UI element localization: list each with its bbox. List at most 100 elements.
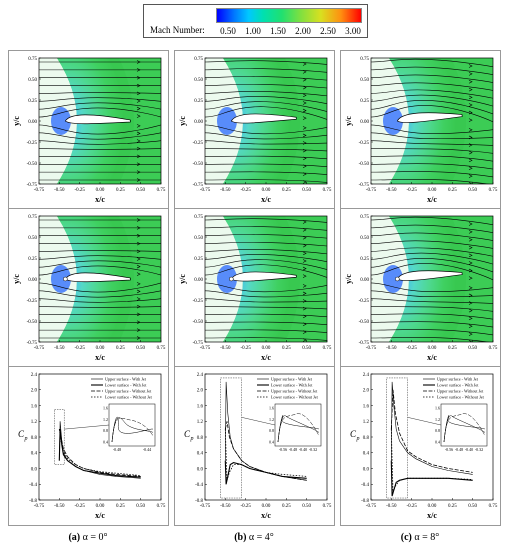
streamline-arrow xyxy=(302,77,307,82)
inset-x-tick-label: -0.48 xyxy=(113,447,121,452)
x-tick-label: -0.50 xyxy=(220,504,231,509)
streamline xyxy=(371,282,493,292)
x-tick-label: -0.75 xyxy=(366,504,377,509)
jet-nozzle xyxy=(395,276,400,282)
streamline-arrow xyxy=(468,316,473,321)
x-tick-label: 0.25 xyxy=(448,346,457,351)
x-tick-label: -0.75 xyxy=(34,188,45,193)
x-tick-label: -0.75 xyxy=(200,504,211,509)
streamline xyxy=(205,226,327,231)
streamline-arrow xyxy=(302,251,307,256)
streamline xyxy=(371,290,493,298)
x-axis-label: x/c xyxy=(427,353,437,362)
x-tick-label: -0.50 xyxy=(54,188,65,193)
streamline-arrow xyxy=(468,324,473,329)
inset-curve xyxy=(443,413,486,443)
x-tick-label: 0.75 xyxy=(489,504,498,509)
x-tick-label: -0.75 xyxy=(366,188,377,193)
streamline-arrow xyxy=(468,340,473,342)
streamline-arrow xyxy=(468,135,473,140)
x-tick-label: -0.75 xyxy=(200,346,211,351)
colorbar-tick: 1.50 xyxy=(270,26,286,36)
streamline-arrow xyxy=(302,101,307,105)
streamline xyxy=(39,265,161,276)
streamline xyxy=(371,89,493,99)
x-axis-label: x/c xyxy=(95,511,105,520)
inset-y-tick-label: 0.8 xyxy=(103,428,108,433)
streamline-arrow xyxy=(302,259,307,263)
y-tick-label: 0.50 xyxy=(360,236,369,241)
x-tick-label: 0.25 xyxy=(282,188,291,193)
streamline-arrow xyxy=(302,235,307,240)
streamline xyxy=(205,313,327,318)
y-tick-label: 0.25 xyxy=(28,99,37,104)
x-tick-label: -0.50 xyxy=(54,346,65,351)
inset-y-tick-label: 0.4 xyxy=(269,440,274,445)
streamline xyxy=(371,58,493,68)
streamline xyxy=(371,124,493,134)
airfoil xyxy=(230,271,297,282)
y-axis-label: y/c xyxy=(12,274,21,284)
streamline-arrow xyxy=(136,68,141,72)
legend-label: Upper surface - Without Jet xyxy=(437,389,484,394)
y-axis-label: C xyxy=(184,429,191,439)
y-tick-label: -0.75 xyxy=(359,341,370,346)
streamline-arrow xyxy=(136,272,141,276)
y-axis-label-sub: p xyxy=(24,436,28,442)
colorbar-tick: 0.50 xyxy=(220,26,236,36)
x-tick-label: 0.50 xyxy=(468,346,477,351)
legend-label: Lower surface - Without Jet xyxy=(437,395,485,400)
inset-y-tick-label: 1.6 xyxy=(269,406,274,411)
x-tick-label: -0.75 xyxy=(34,504,45,509)
x-tick-label: 0.00 xyxy=(262,346,271,351)
streamline-arrow xyxy=(468,87,473,92)
streamline xyxy=(371,232,493,241)
streamline-arrow xyxy=(468,143,473,147)
y-tick-label: 0.00 xyxy=(360,120,369,125)
legend-label: Lower surface - With Jet xyxy=(105,383,147,388)
streamline xyxy=(205,321,327,325)
y-tick-label: 0.4 xyxy=(31,452,38,457)
streamline-arrow xyxy=(136,114,141,118)
streamline xyxy=(205,96,327,105)
inset-y-tick-label: 0.4 xyxy=(435,440,440,445)
streamline-arrow xyxy=(302,314,307,319)
inset-y-tick-label: 1.2 xyxy=(269,417,274,422)
streamline-arrow xyxy=(302,220,307,224)
x-tick-label: -0.25 xyxy=(240,504,251,509)
x-tick-label: 0.25 xyxy=(448,504,457,509)
y-axis-label: y/c xyxy=(344,274,353,284)
streamline xyxy=(39,132,161,140)
y-tick-label: 0.00 xyxy=(194,120,203,125)
streamline xyxy=(205,101,327,112)
airfoil xyxy=(230,113,297,124)
y-tick-label: -0.8 xyxy=(195,499,203,504)
streamline-arrow xyxy=(468,237,473,242)
y-tick-label: -0.25 xyxy=(359,299,370,304)
y-tick-label: 1.6 xyxy=(31,404,38,409)
y-tick-label: 0.50 xyxy=(28,78,37,83)
caption-text: α = 4° xyxy=(248,532,274,543)
streamline-arrow xyxy=(302,299,307,303)
cp-plot: -0.75 -0.50 -0.25 0.00 0.25 0.50 0.75 2.4 2.0 1.6… xyxy=(350,373,498,520)
streamline-arrow xyxy=(468,174,473,178)
streamline-arrow xyxy=(468,79,473,84)
y-tick-label: 0.4 xyxy=(197,452,204,457)
streamline-arrow xyxy=(468,253,473,258)
x-tick-label: -0.50 xyxy=(220,188,231,193)
streamline-arrow xyxy=(136,154,141,159)
flow-panel: -0.75 -0.50 -0.25 0.00 0.25 0.50 0.75 0.75 0.50 0… xyxy=(8,50,169,210)
x-tick-label: -0.75 xyxy=(366,346,377,351)
streamline-arrow xyxy=(468,182,473,184)
streamline xyxy=(205,140,327,145)
streamline-arrow xyxy=(136,226,141,230)
caption-b: (b) α = 4° xyxy=(174,532,334,543)
y-tick-label: 0.50 xyxy=(360,78,369,83)
y-tick-label: 0.25 xyxy=(360,99,369,104)
streamline xyxy=(205,106,327,120)
x-tick-label: -0.25 xyxy=(406,188,417,193)
y-axis-label-sub: p xyxy=(356,436,360,442)
streamline xyxy=(205,259,327,270)
inset-x-tick-label: -0.32 xyxy=(309,447,317,452)
y-tick-label: 0.75 xyxy=(28,57,37,62)
